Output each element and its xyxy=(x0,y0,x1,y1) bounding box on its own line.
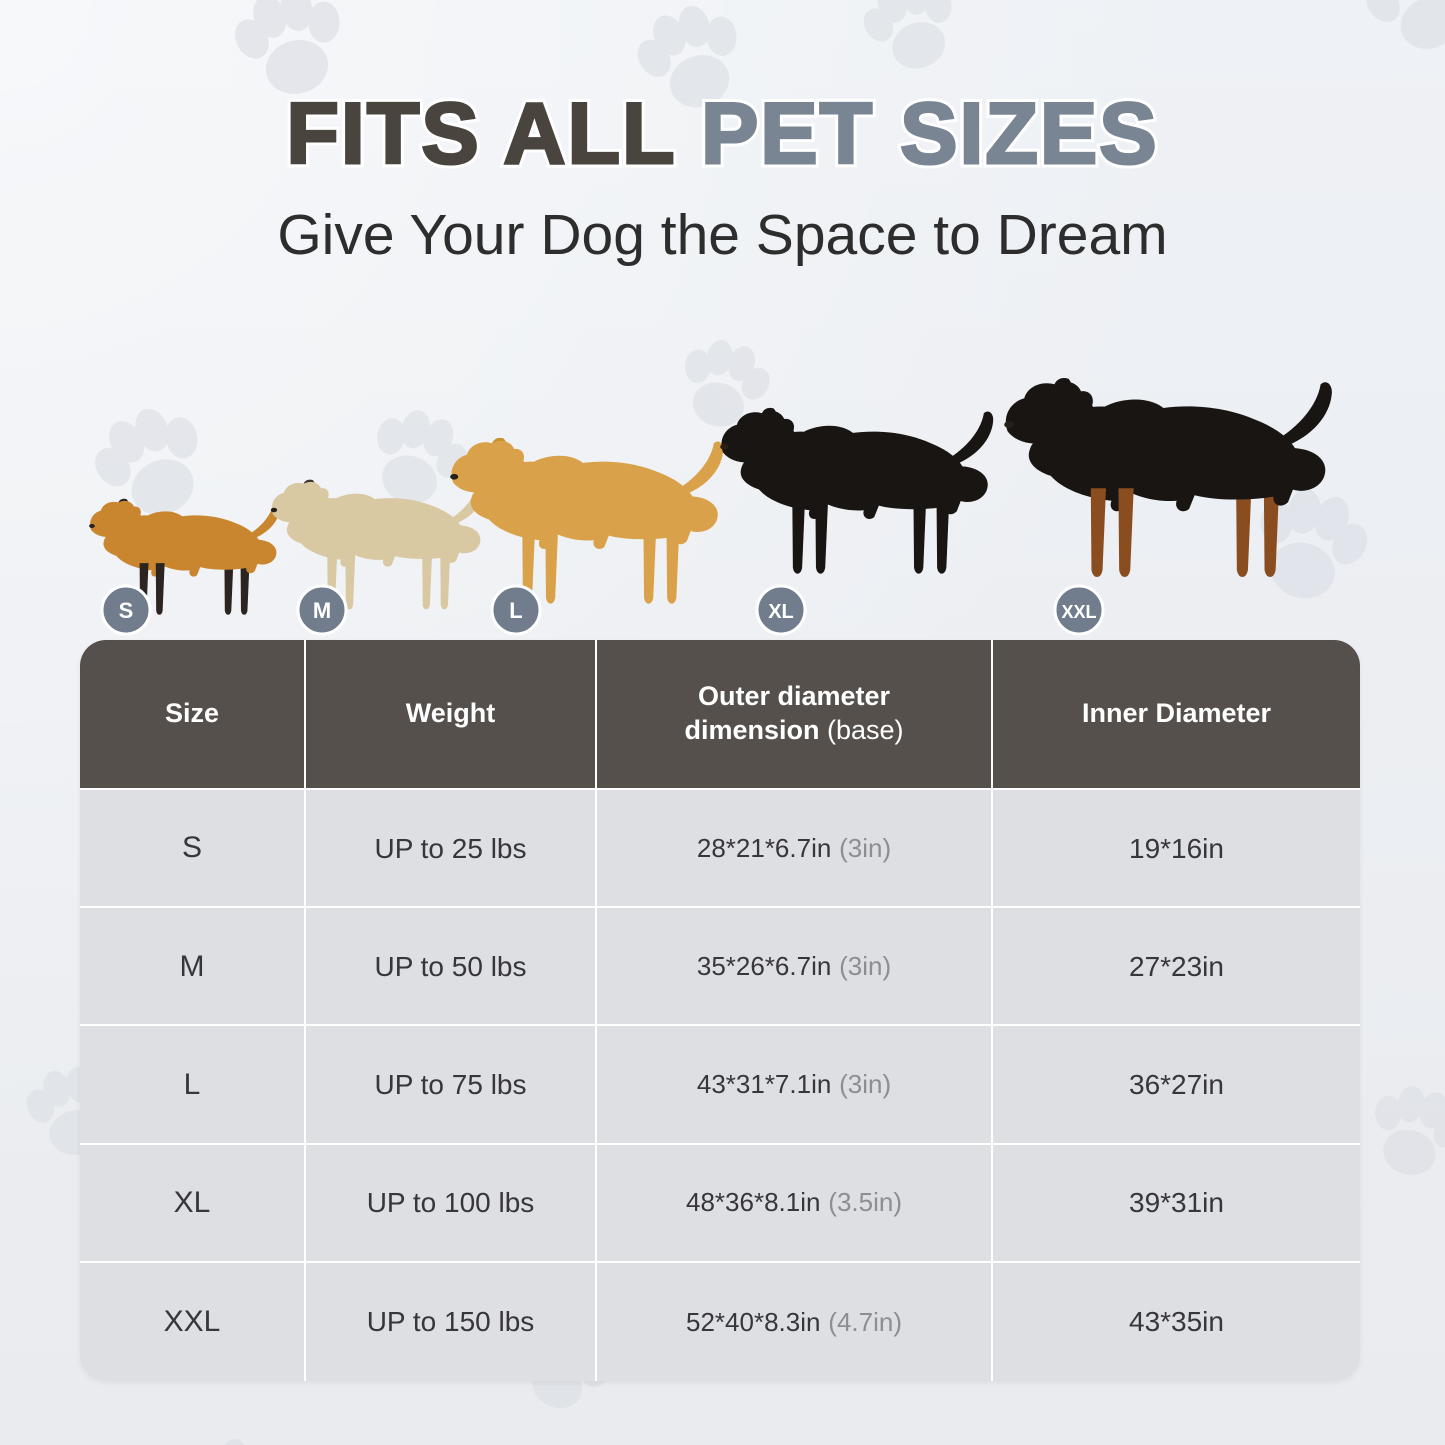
svg-text:XL: XL xyxy=(768,601,794,623)
svg-text:XXL: XXL xyxy=(1061,602,1096,622)
svg-text:M: M xyxy=(313,598,331,623)
svg-text:L: L xyxy=(509,598,522,623)
svg-text:S: S xyxy=(119,598,134,623)
